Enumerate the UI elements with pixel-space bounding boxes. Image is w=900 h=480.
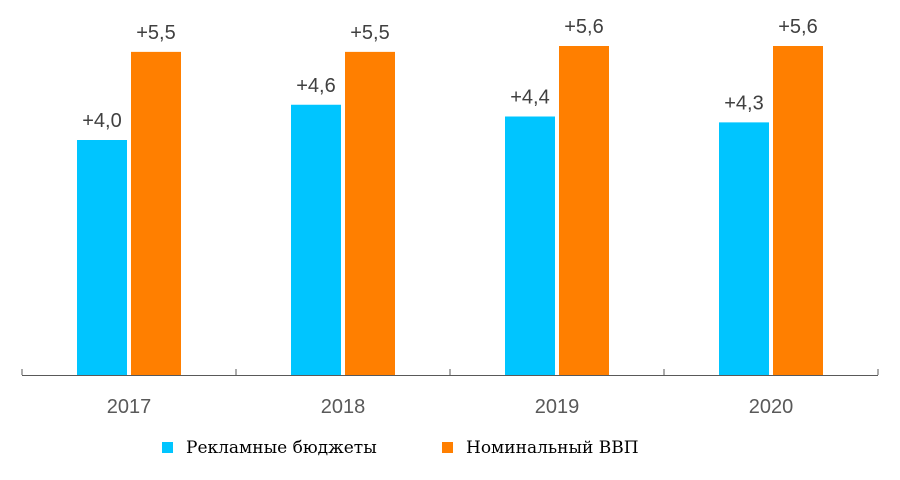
bar-nominal-gdp-2020 xyxy=(773,46,823,375)
x-tick-label: 2019 xyxy=(535,396,580,418)
data-label: +5,6 xyxy=(778,16,817,38)
data-label: +5,5 xyxy=(350,22,389,44)
bar-ad-budgets-2020 xyxy=(719,122,769,375)
data-label: +5,6 xyxy=(564,16,603,38)
bar-nominal-gdp-2017 xyxy=(131,51,181,375)
data-label: +4,3 xyxy=(724,92,763,114)
legend-swatch xyxy=(442,442,453,453)
legend-label: Рекламные бюджеты xyxy=(186,438,377,458)
data-label: +5,5 xyxy=(136,22,175,44)
bar-ad-budgets-2017 xyxy=(77,140,127,375)
legend-label: Номинальный ВВП xyxy=(466,438,639,458)
data-label: +4,4 xyxy=(510,87,549,109)
legend-swatch xyxy=(162,442,173,453)
bar-ad-budgets-2019 xyxy=(505,116,555,375)
x-tick-label: 2018 xyxy=(321,396,366,418)
x-tick-label: 2017 xyxy=(107,396,152,418)
data-label: +4,0 xyxy=(82,110,121,132)
bar-nominal-gdp-2018 xyxy=(345,51,395,375)
bar-nominal-gdp-2019 xyxy=(559,46,609,375)
bar-ad-budgets-2018 xyxy=(291,104,341,375)
data-label: +4,6 xyxy=(296,75,335,97)
x-tick-label: 2020 xyxy=(749,396,794,418)
